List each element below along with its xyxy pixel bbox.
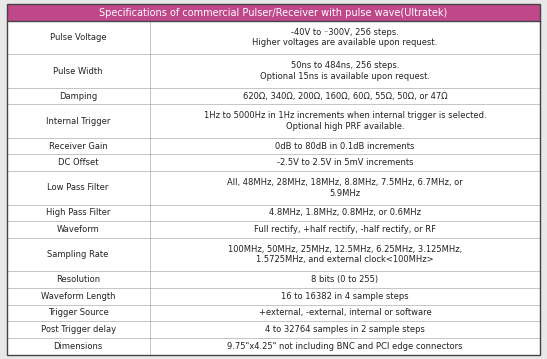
Text: Trigger Source: Trigger Source <box>48 308 108 317</box>
Text: Receiver Gain: Receiver Gain <box>49 142 107 151</box>
Text: 9.75"x4.25" not including BNC and PCI edge connectors: 9.75"x4.25" not including BNC and PCI ed… <box>228 342 463 351</box>
Text: Pulse Voltage: Pulse Voltage <box>50 33 107 42</box>
Text: Internal Trigger: Internal Trigger <box>46 117 110 126</box>
Text: High Pass Filter: High Pass Filter <box>46 208 110 217</box>
Text: Dimensions: Dimensions <box>54 342 103 351</box>
Text: 1Hz to 5000Hz in 1Hz increments when internal trigger is selected.
Optional high: 1Hz to 5000Hz in 1Hz increments when int… <box>203 111 486 131</box>
Text: 8 bits (0 to 255): 8 bits (0 to 255) <box>311 275 379 284</box>
Text: 620Ω, 340Ω, 200Ω, 160Ω, 60Ω, 55Ω, 50Ω, or 47Ω: 620Ω, 340Ω, 200Ω, 160Ω, 60Ω, 55Ω, 50Ω, o… <box>243 92 447 101</box>
Text: 100MHz, 50MHz, 25MHz, 12.5MHz, 6.25MHz, 3.125MHz,
1.5725MHz, and external clock<: 100MHz, 50MHz, 25MHz, 12.5MHz, 6.25MHz, … <box>228 245 462 264</box>
Text: 4.8MHz, 1.8MHz, 0.8MHz, or 0.6MHz: 4.8MHz, 1.8MHz, 0.8MHz, or 0.6MHz <box>269 208 421 217</box>
Text: Damping: Damping <box>59 92 97 101</box>
Text: -2.5V to 2.5V in 5mV increments: -2.5V to 2.5V in 5mV increments <box>277 158 414 167</box>
Text: Resolution: Resolution <box>56 275 100 284</box>
Text: -40V to ⁻300V, 256 steps.
Higher voltages are available upon request.: -40V to ⁻300V, 256 steps. Higher voltage… <box>252 28 438 47</box>
Text: All, 48MHz, 28MHz, 18MHz, 8.8MHz, 7.5MHz, 6.7MHz, or
5.9MHz: All, 48MHz, 28MHz, 18MHz, 8.8MHz, 7.5MHz… <box>227 178 463 197</box>
Text: 16 to 16382 in 4 sample steps: 16 to 16382 in 4 sample steps <box>281 292 409 301</box>
Text: 4 to 32764 samples in 2 sample steps: 4 to 32764 samples in 2 sample steps <box>265 325 425 334</box>
Text: Low Pass Filter: Low Pass Filter <box>48 183 109 192</box>
Text: 0dB to 80dB in 0.1dB increments: 0dB to 80dB in 0.1dB increments <box>275 142 415 151</box>
Bar <box>7 4 540 21</box>
Text: Sampling Rate: Sampling Rate <box>48 250 109 259</box>
Text: Full rectify, +half rectify, -half rectify, or RF: Full rectify, +half rectify, -half recti… <box>254 225 436 234</box>
Text: Waveform Length: Waveform Length <box>41 292 115 301</box>
Text: +external, -external, internal or software: +external, -external, internal or softwa… <box>259 308 432 317</box>
Text: 50ns to 484ns, 256 steps.
Optional 15ns is available upon request.: 50ns to 484ns, 256 steps. Optional 15ns … <box>260 61 430 81</box>
Text: Pulse Width: Pulse Width <box>54 66 103 75</box>
Text: DC Offset: DC Offset <box>58 158 98 167</box>
Text: Specifications of commercial Pulser/Receiver with pulse wave(Ultratek): Specifications of commercial Pulser/Rece… <box>100 8 447 18</box>
Text: Post Trigger delay: Post Trigger delay <box>40 325 115 334</box>
Text: Waveform: Waveform <box>57 225 100 234</box>
